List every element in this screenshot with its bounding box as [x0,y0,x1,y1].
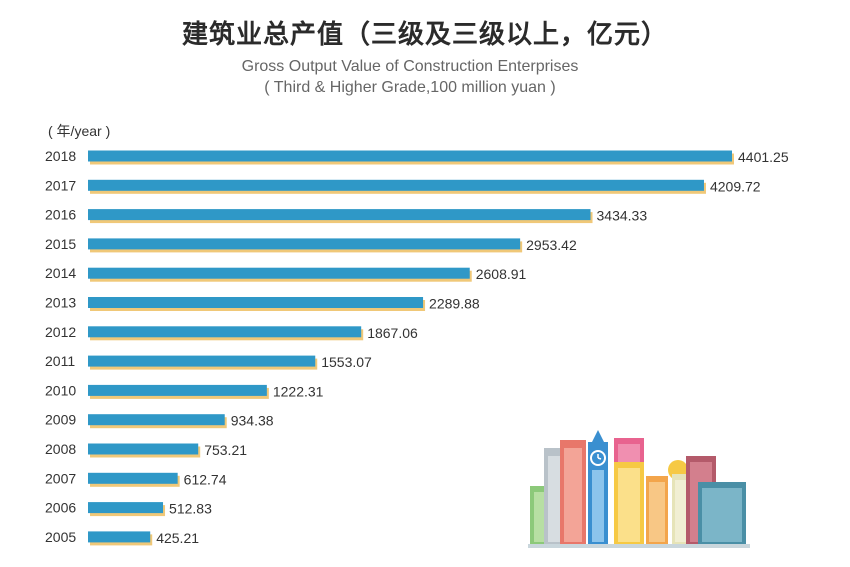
chart-title: 建筑业总产值（三级及三级以上，亿元） [181,20,668,50]
bar-2012 [88,326,362,338]
data-label: 1553.07 [321,354,372,370]
chart-subtitle-unit: ( Third & Higher Grade,100 million yuan … [264,79,556,96]
y-tick-label: 2018 [45,148,76,164]
bar-2011 [88,355,316,367]
data-label: 512.83 [169,501,212,517]
bar-2016 [88,209,591,221]
y-tick-label: 2016 [45,207,76,223]
bar-2017 [88,179,704,191]
data-label: 2608.91 [476,266,527,282]
y-axis-unit-label: ( 年/year ) [48,123,111,139]
y-tick-label: 2011 [45,353,75,369]
data-label: 753.21 [204,442,247,458]
bar-2008 [88,443,199,455]
y-tick-label: 2005 [45,529,76,545]
bar-2013 [88,297,424,308]
bar-2009 [88,414,225,426]
chart-subtitle-en: Gross Output Value of Construction Enter… [241,58,579,75]
data-label: 2289.88 [429,296,480,312]
bar-2005 [88,531,151,543]
bar-2006 [88,502,164,514]
y-tick-label: 2010 [45,382,76,398]
data-label: 934.38 [231,413,274,429]
y-tick-label: 2008 [45,441,76,457]
bar-2018 [88,150,732,162]
data-label: 3434.33 [597,208,648,224]
data-label: 1222.31 [273,383,324,399]
bar-2010 [88,384,267,396]
city-buildings-illustration [528,430,750,548]
y-tick-label: 2017 [45,177,76,193]
y-tick-label: 2013 [45,295,76,311]
bar-2015 [88,238,521,250]
data-label: 2953.42 [526,237,577,253]
bar-2014 [88,267,470,279]
y-tick-label: 2015 [45,236,76,252]
data-label: 1867.06 [367,325,418,341]
data-label: 4401.25 [738,149,789,165]
y-tick-label: 2014 [45,265,76,281]
data-label: 425.21 [156,530,199,546]
y-tick-label: 2007 [45,470,76,486]
y-tick-label: 2009 [45,412,76,428]
data-label: 612.74 [184,471,227,487]
bar-2007 [88,472,178,484]
y-tick-label: 2012 [45,324,76,340]
y-tick-label: 2006 [45,500,76,516]
data-label: 4209.72 [710,178,761,194]
